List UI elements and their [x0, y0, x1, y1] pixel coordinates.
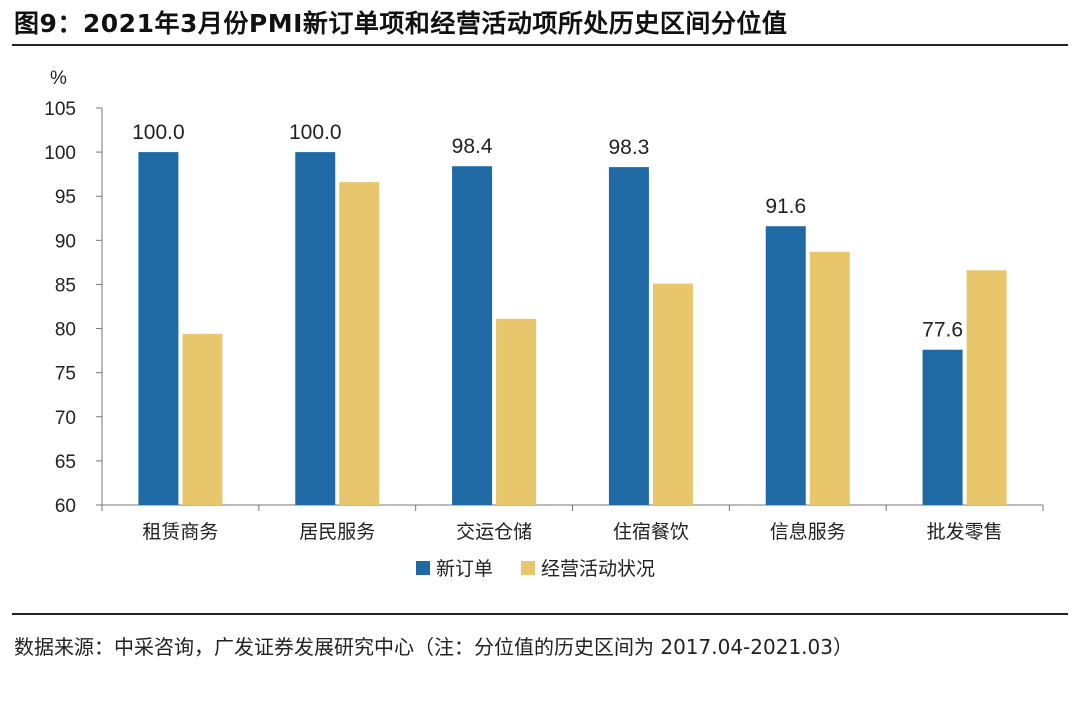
bar-new-orders — [295, 152, 336, 505]
data-label: 91.6 — [765, 195, 806, 218]
bar-business-activity — [966, 270, 1007, 505]
bar-business-activity — [652, 283, 693, 505]
x-tick-label: 住宿餐饮 — [613, 521, 689, 543]
data-label: 77.6 — [922, 319, 963, 342]
bar-business-activity — [339, 182, 380, 505]
legend-swatch — [521, 561, 535, 575]
bar-chart: % 60 65 70 75 80 85 90 95 100 105 租赁商务 居民服务 交运仓储 住宿餐… — [44, 68, 1044, 580]
x-tick-label: 信息服务 — [770, 521, 846, 543]
x-tick-label: 居民服务 — [299, 521, 375, 543]
y-tick-label: 70 — [55, 408, 76, 429]
y-tick-label: 80 — [55, 320, 76, 341]
bar-new-orders — [922, 349, 963, 505]
legend-label: 经营活动状况 — [541, 558, 655, 580]
bar-new-orders — [452, 166, 493, 505]
bars — [138, 152, 1007, 505]
data-label: 98.3 — [608, 136, 649, 159]
legend-swatch — [416, 561, 430, 575]
x-axis: 租赁商务 居民服务 交运仓储 住宿餐饮 信息服务 批发零售 — [101, 504, 1044, 543]
chart-title: 图9：2021年3月份PMI新订单项和经营活动项所处历史区间分位值 — [14, 9, 788, 38]
y-tick-label: 75 — [55, 364, 76, 385]
bar-business-activity — [182, 333, 223, 505]
legend: 新订单 经营活动状况 — [416, 558, 655, 580]
y-tick-label: 90 — [55, 231, 76, 252]
y-axis: 60 65 70 75 80 85 90 95 100 105 — [44, 99, 103, 517]
bar-new-orders — [608, 167, 649, 505]
y-tick-label: 65 — [55, 452, 76, 473]
source-note: 数据来源：中采咨询，广发证券发展研究中心（注：分位值的历史区间为 2017.04… — [14, 635, 853, 659]
bar-new-orders — [138, 152, 179, 505]
x-tick-label: 交运仓储 — [456, 521, 532, 543]
legend-label: 新订单 — [436, 558, 493, 580]
y-tick-label: 60 — [55, 496, 76, 517]
y-axis-unit: % — [50, 68, 67, 89]
y-tick-label: 85 — [55, 275, 76, 296]
x-tick-label: 租赁商务 — [142, 521, 218, 543]
x-tick-label: 批发零售 — [927, 521, 1003, 543]
y-tick-label: 95 — [55, 187, 76, 208]
data-labels: 100.0 100.0 98.4 98.3 91.6 77.6 — [132, 121, 963, 342]
data-label: 98.4 — [452, 135, 493, 158]
bar-business-activity — [809, 251, 850, 505]
title-rule — [12, 44, 1068, 46]
source-rule — [12, 613, 1068, 615]
data-label: 100.0 — [132, 121, 185, 144]
bar-business-activity — [496, 318, 537, 505]
data-label: 100.0 — [289, 121, 342, 144]
bar-new-orders — [765, 226, 806, 505]
y-tick-label: 100 — [44, 143, 76, 164]
y-tick-label: 105 — [44, 99, 76, 120]
